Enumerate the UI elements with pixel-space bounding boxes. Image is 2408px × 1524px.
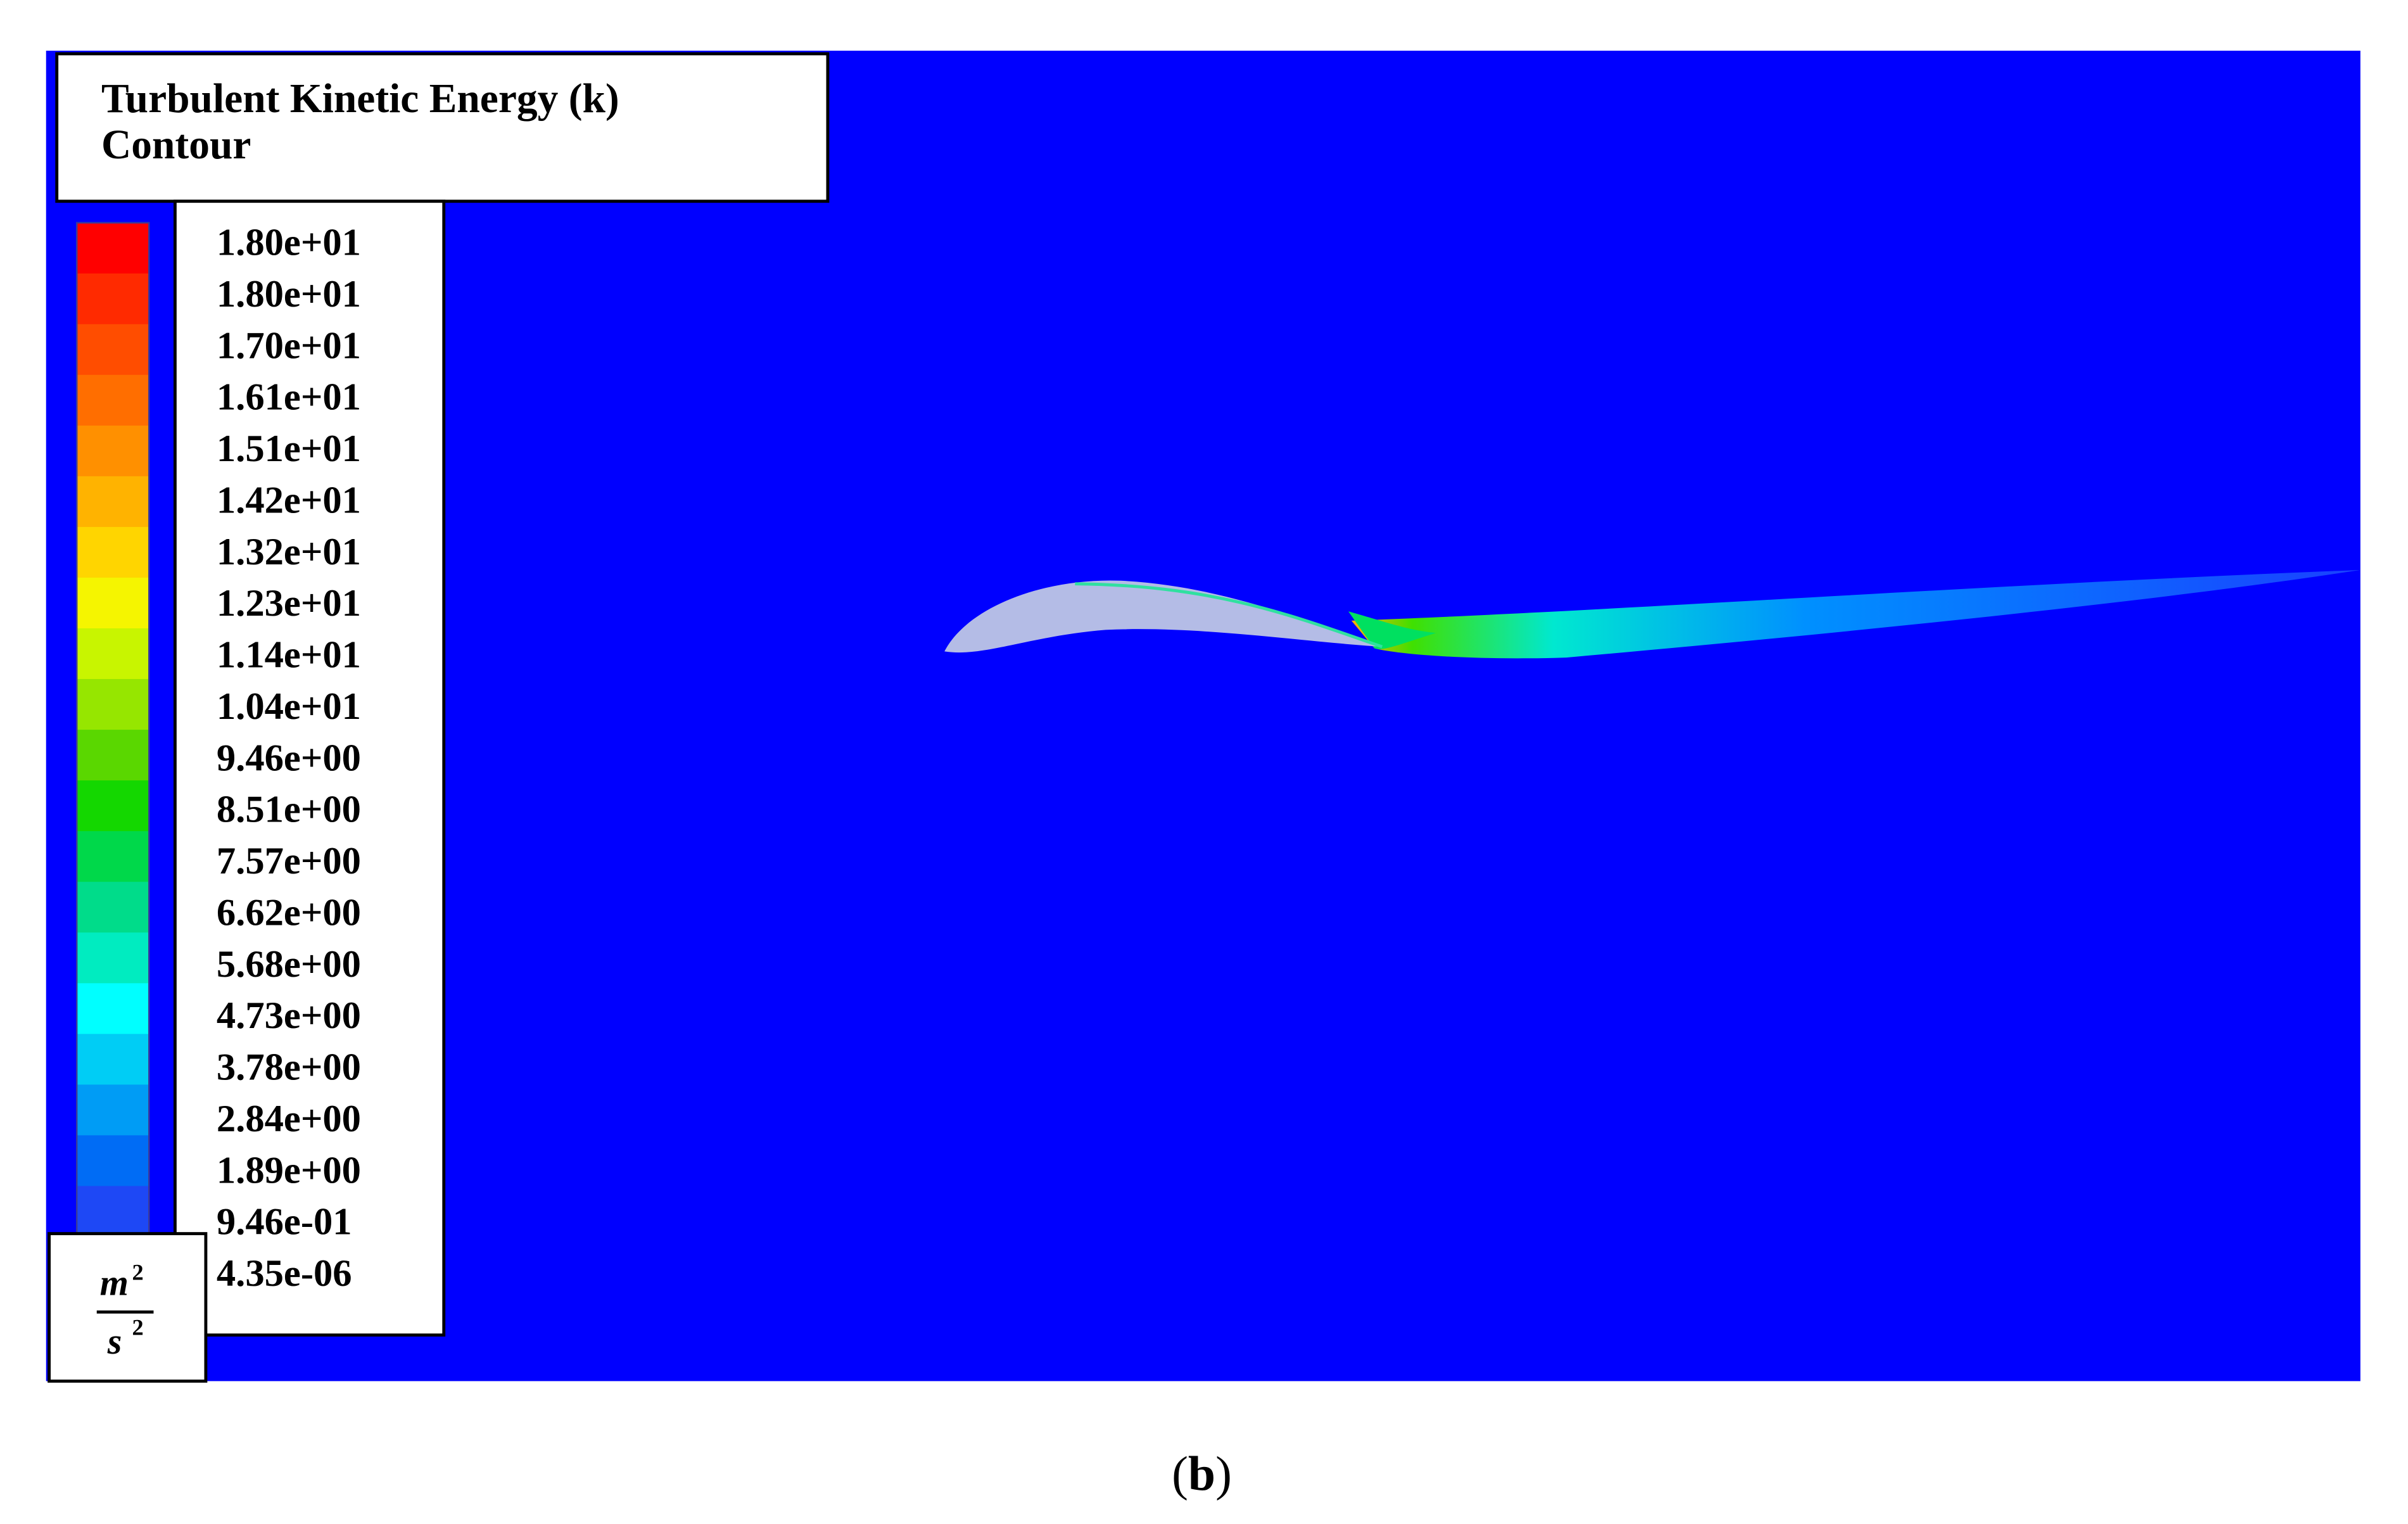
legend-label: 1.89e+00 xyxy=(217,1149,361,1191)
airfoil xyxy=(944,580,1383,653)
legend-label: 1.80e+01 xyxy=(217,273,361,315)
caption: (b) xyxy=(1172,1447,1232,1501)
caption-open: ( xyxy=(1172,1447,1188,1501)
caption-letter: b xyxy=(1188,1447,1215,1501)
unit-box xyxy=(48,1232,208,1383)
color-band xyxy=(77,1135,149,1187)
legend-label: 1.51e+01 xyxy=(217,428,361,470)
caption-close: ) xyxy=(1215,1447,1232,1501)
legend-label: 3.78e+00 xyxy=(217,1046,361,1089)
color-band xyxy=(77,780,149,832)
title-line: Turbulent Kinetic Energy (k) xyxy=(101,76,619,122)
unit-numerator: m xyxy=(100,1262,129,1304)
color-band xyxy=(77,526,149,579)
title-box xyxy=(55,52,830,203)
color-band xyxy=(77,628,149,680)
color-band xyxy=(77,374,149,427)
legend-label: 4.73e+00 xyxy=(217,994,361,1037)
color-band xyxy=(77,273,149,325)
legend-label: 9.46e-01 xyxy=(217,1201,352,1243)
color-band xyxy=(77,577,149,630)
color-band xyxy=(77,679,149,731)
legend-label: 2.84e+00 xyxy=(217,1098,361,1140)
legend-label: 1.32e+01 xyxy=(217,531,361,573)
color-band xyxy=(77,932,149,984)
legend-labels: 1.80e+01 1.80e+01 1.70e+01 1.61e+01 1.51e+01… xyxy=(217,222,361,1295)
legend-label-box xyxy=(173,200,446,1337)
legend-label: 1.04e+01 xyxy=(217,685,361,728)
legend-label: 1.80e+01 xyxy=(217,222,361,264)
unit-exponent: 2 xyxy=(132,1315,144,1340)
color-band xyxy=(77,222,149,274)
color-band xyxy=(77,324,149,376)
legend-label: 1.14e+01 xyxy=(217,634,361,676)
color-bar xyxy=(76,222,150,1238)
color-band xyxy=(77,730,149,782)
color-band xyxy=(77,425,149,478)
legend-label: 6.62e+00 xyxy=(217,891,361,934)
legend-label: 1.23e+01 xyxy=(217,582,361,625)
color-band xyxy=(77,476,149,528)
wake xyxy=(1351,569,2360,659)
legend-label: 4.35e-06 xyxy=(217,1252,352,1295)
color-band xyxy=(77,831,149,883)
unit-denominator: s xyxy=(107,1321,122,1362)
color-band xyxy=(77,1034,149,1086)
color-band xyxy=(77,1084,149,1136)
wake-core xyxy=(1348,611,1436,649)
legend-label: 1.70e+01 xyxy=(217,324,361,367)
color-band xyxy=(77,1186,149,1238)
legend-label: 7.57e+00 xyxy=(217,840,361,882)
unit-exponent: 2 xyxy=(132,1259,144,1285)
color-band xyxy=(77,983,149,1035)
legend-label: 9.46e+00 xyxy=(217,737,361,779)
title-line: Contour xyxy=(101,122,251,168)
airfoil-boundary-layer xyxy=(1075,582,1383,649)
color-band xyxy=(77,882,149,934)
legend-label: 1.61e+01 xyxy=(217,376,361,419)
legend-label: 1.42e+01 xyxy=(217,479,361,521)
legend-label: 8.51e+00 xyxy=(217,789,361,831)
legend-label: 5.68e+00 xyxy=(217,943,361,986)
